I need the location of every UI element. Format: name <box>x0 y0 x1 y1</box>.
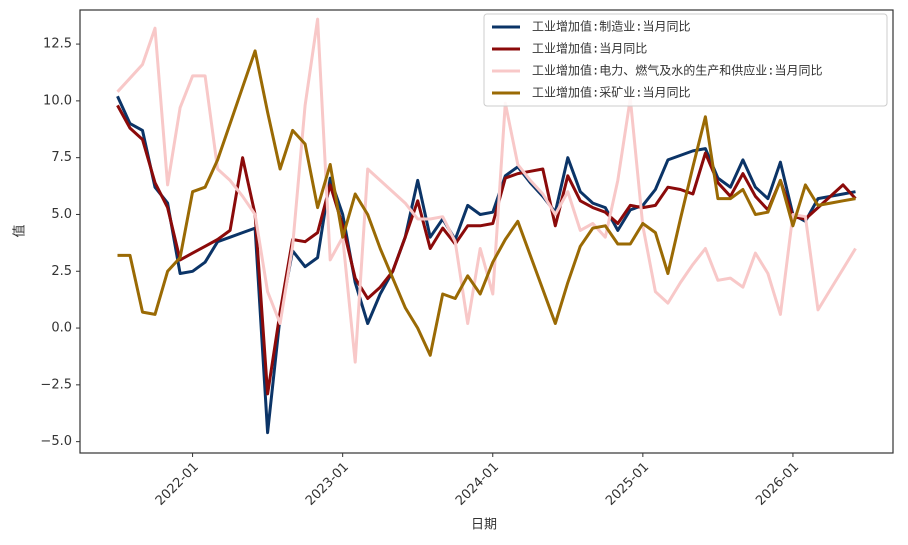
y-tick-label: −2.5 <box>40 377 72 392</box>
y-tick-label: 10.0 <box>43 93 72 108</box>
legend-label: 工业增加值:采矿业:当月同比 <box>532 85 690 100</box>
x-axis-label: 日期 <box>471 518 497 533</box>
series-line <box>116 95 856 435</box>
y-axis-label: 值 <box>12 224 28 237</box>
y-tick-label: 0.0 <box>51 321 72 336</box>
series-line <box>116 104 857 396</box>
series-line <box>117 49 856 357</box>
y-tick-label: −5.0 <box>40 434 72 449</box>
plot-frame <box>79 9 894 454</box>
legend-label: 工业增加值:当月同比 <box>532 41 647 56</box>
series-line <box>116 17 857 364</box>
y-tick-label: 5.0 <box>51 207 72 222</box>
y-tick-label: 7.5 <box>51 150 72 165</box>
legend-label: 工业增加值:电力、燃气及水的生产和供应业:当月同比 <box>532 63 822 78</box>
legend-label: 工业增加值:制造业:当月同比 <box>532 19 690 34</box>
legend-box <box>483 13 888 107</box>
y-tick-label: 12.5 <box>43 37 72 52</box>
y-tick-label: 2.5 <box>51 264 72 279</box>
legend: 工业增加值:制造业:当月同比工业增加值:当月同比工业增加值:电力、燃气及水的生产… <box>483 13 888 107</box>
